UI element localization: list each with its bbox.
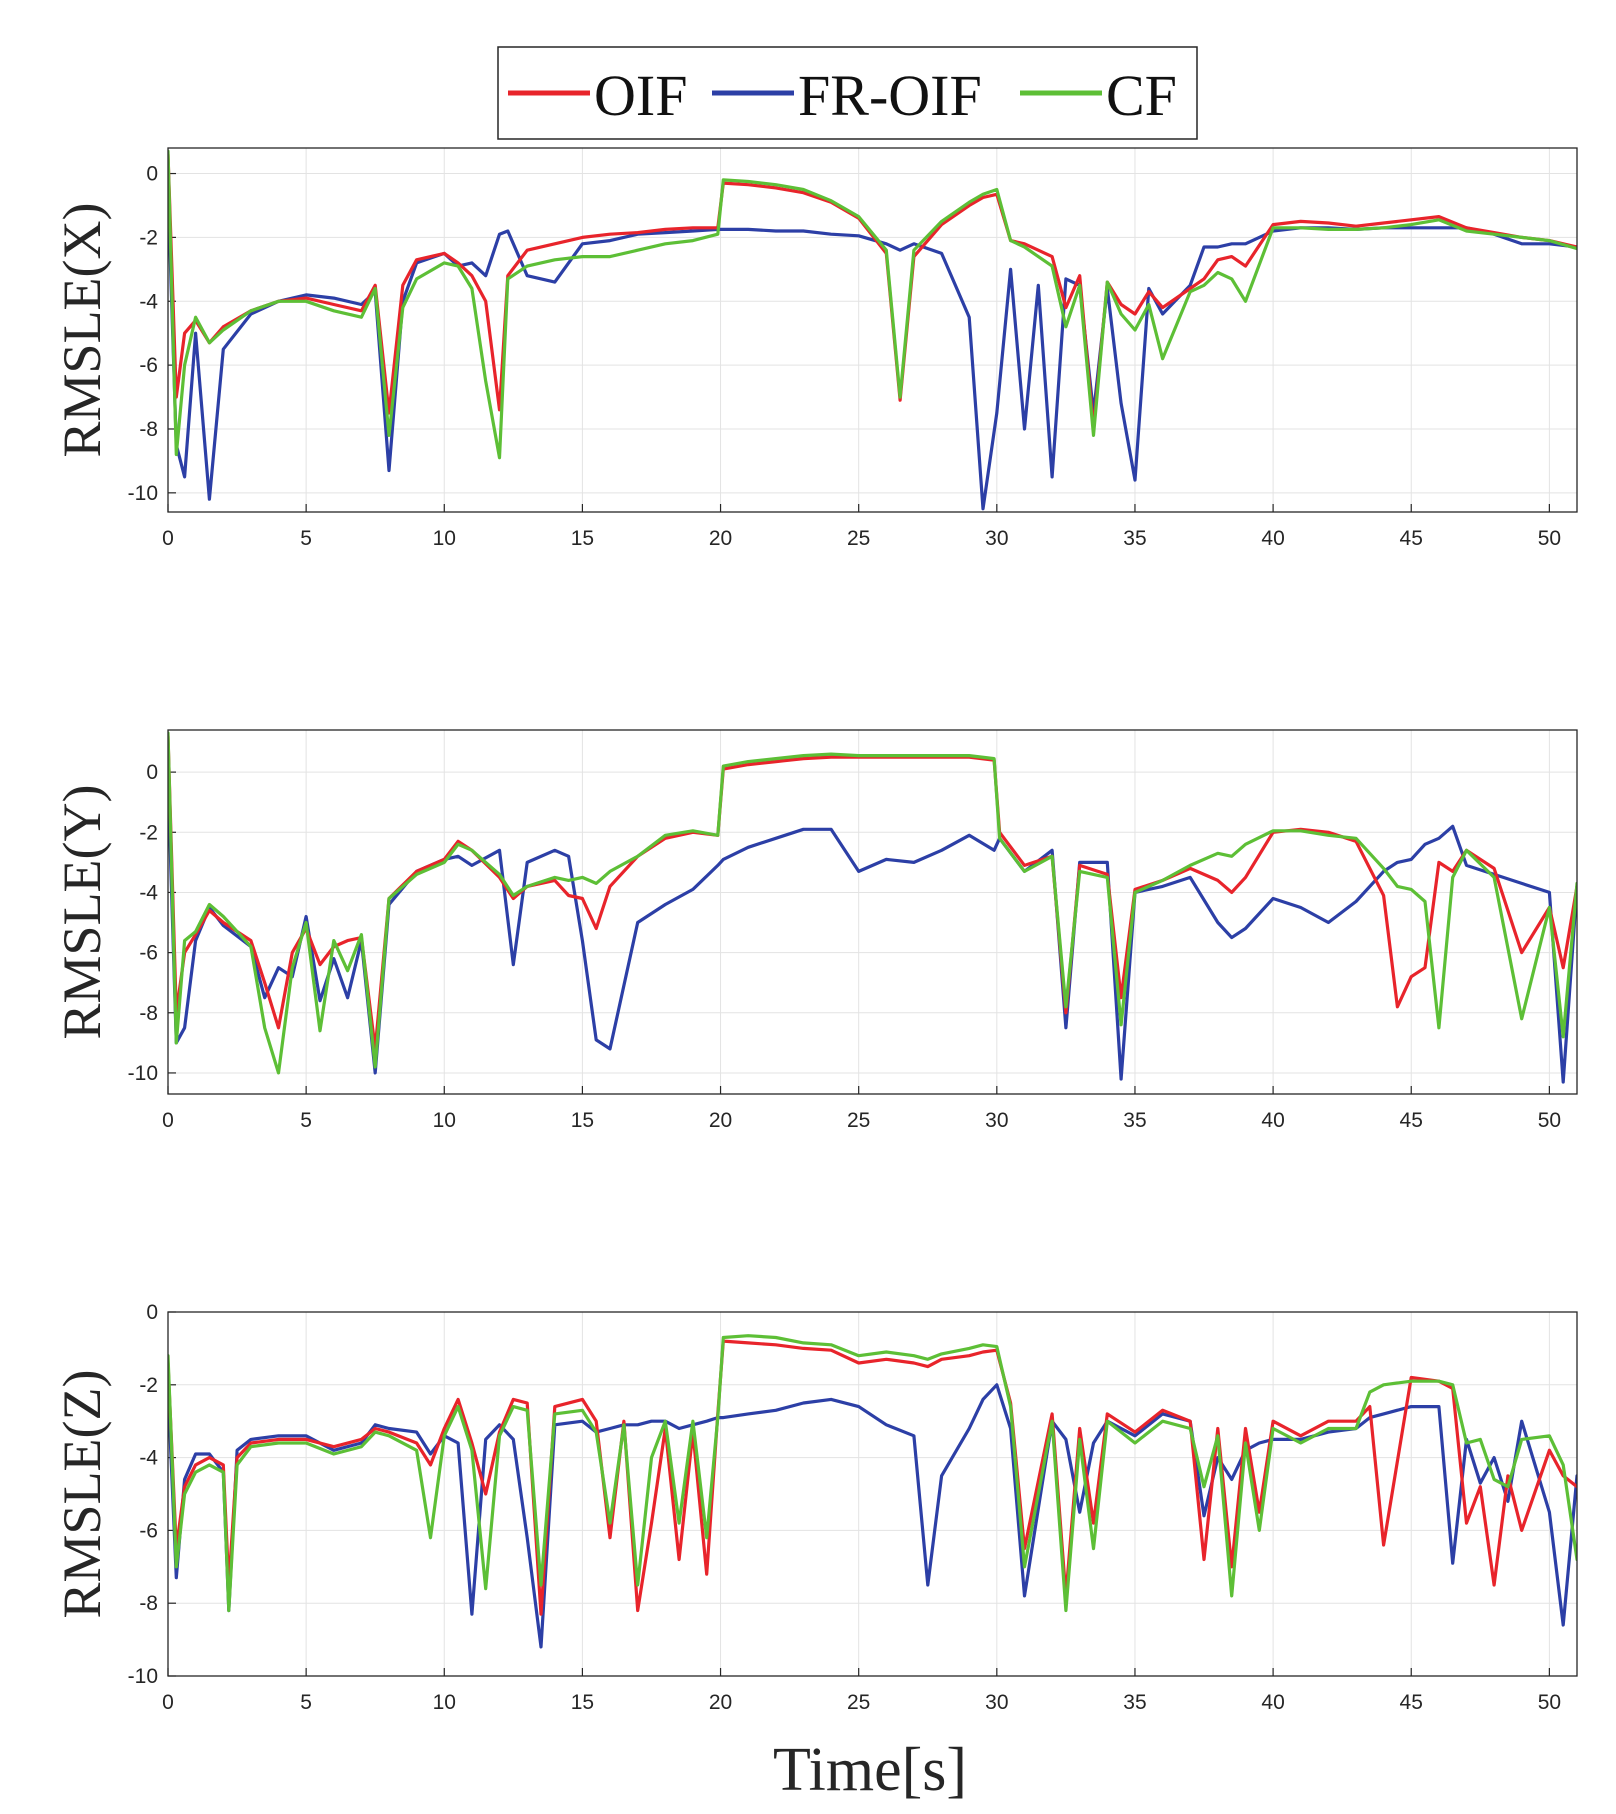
panel-rmsle-x: 0 5 10 15 20 25 30 35 40 45 50 0 -2 -4 -6 -8 -10 RMSLE(X) <box>52 147 1578 550</box>
y-axis-label: RMSLE(X) <box>52 203 112 458</box>
x-tick-label: 10 <box>433 1109 456 1132</box>
series-line-oif <box>168 1339 1577 1616</box>
x-tick-label: 45 <box>1400 1109 1423 1132</box>
series-line-fr-oif <box>168 187 1577 511</box>
y-tick-label: -10 <box>128 482 158 505</box>
x-tick-label: 35 <box>1123 1109 1146 1132</box>
panel-rmsle-z: 0 5 10 15 20 25 30 35 40 45 50 0 -2 -4 -6 -8 -10 RMSLE(Z) <box>52 1301 1578 1714</box>
y-tick-label: -4 <box>139 1447 158 1470</box>
x-tick-label: 50 <box>1538 527 1561 550</box>
x-tick-label: 15 <box>571 527 594 550</box>
x-tick-label: 40 <box>1261 1691 1284 1714</box>
legend: OIF FR-OIF CF <box>497 46 1198 140</box>
x-tick-label: 30 <box>985 1109 1008 1132</box>
series-group <box>168 1334 1577 1649</box>
x-axis-label: Time[s] <box>773 1736 967 1804</box>
x-tick-label: 50 <box>1538 1691 1561 1714</box>
y-tick-label: -6 <box>139 354 158 377</box>
x-tick-label: 30 <box>985 1691 1008 1714</box>
y-tick-label: -6 <box>139 942 158 965</box>
series-line-fr-oif <box>168 1383 1577 1649</box>
y-tick-label: -2 <box>139 226 158 249</box>
y-tick-label: -4 <box>139 290 158 313</box>
legend-label-cf: CF <box>1106 63 1177 128</box>
x-tick-label: 40 <box>1261 1109 1284 1132</box>
series-line-cf <box>168 731 1577 1075</box>
y-tick-label: -4 <box>139 881 158 904</box>
y-tick-label: 0 <box>146 761 158 784</box>
x-tick-label: 0 <box>162 527 174 550</box>
y-tick-label: 0 <box>146 1301 158 1324</box>
x-tick-label: 10 <box>433 1691 456 1714</box>
x-tick-label: 30 <box>985 527 1008 550</box>
x-tick-label: 50 <box>1538 1109 1561 1132</box>
x-tick-label: 20 <box>709 1109 732 1132</box>
x-tick-label: 5 <box>300 1691 312 1714</box>
y-tick-label: -10 <box>128 1062 158 1085</box>
x-tick-label: 35 <box>1123 1691 1146 1714</box>
panel-rmsle-y: 0 5 10 15 20 25 30 35 40 45 50 0 -2 -4 -6 -8 -10 RMSLE(Y) <box>52 729 1578 1132</box>
x-tick-label: 45 <box>1400 1691 1423 1714</box>
x-tick-label: 25 <box>847 1109 870 1132</box>
axes-frame <box>167 147 1578 513</box>
x-tick-label: 15 <box>571 1691 594 1714</box>
x-tick-label: 20 <box>709 527 732 550</box>
x-tick-label: 35 <box>1123 527 1146 550</box>
x-tick-label: 25 <box>847 1691 870 1714</box>
plot-area <box>168 148 1577 512</box>
x-tick-label: 25 <box>847 527 870 550</box>
legend-label-oif: OIF <box>594 63 687 128</box>
x-tick-label: 20 <box>709 1691 732 1714</box>
series-line-cf <box>168 1334 1577 1613</box>
y-axis-label: RMSLE(Z) <box>52 1370 112 1619</box>
y-tick-label: -2 <box>139 821 158 844</box>
axes-frame <box>167 1311 1578 1677</box>
y-tick-label: 0 <box>146 163 158 186</box>
x-tick-label: 0 <box>162 1109 174 1132</box>
axes-frame <box>167 729 1578 1095</box>
y-axis-label: RMSLE(Y) <box>52 785 112 1040</box>
y-tick-label: -6 <box>139 1519 158 1542</box>
x-tick-label: 40 <box>1261 527 1284 550</box>
y-tick-label: -8 <box>139 1592 158 1615</box>
plot-area <box>168 1312 1577 1676</box>
y-tick-label: -8 <box>139 418 158 441</box>
series-group <box>168 149 1577 511</box>
x-tick-label: 15 <box>571 1109 594 1132</box>
y-tick-label: -10 <box>128 1665 158 1688</box>
legend-label-fr-oif: FR-OIF <box>798 63 982 128</box>
x-tick-label: 0 <box>162 1691 174 1714</box>
x-tick-label: 5 <box>300 527 312 550</box>
series-line-cf <box>168 149 1577 460</box>
x-tick-label: 45 <box>1400 527 1423 550</box>
series-line-fr-oif <box>168 776 1577 1084</box>
y-tick-label: -2 <box>139 1374 158 1397</box>
series-group <box>168 731 1577 1084</box>
x-tick-label: 5 <box>300 1109 312 1132</box>
y-tick-label: -8 <box>139 1002 158 1025</box>
x-tick-label: 10 <box>433 527 456 550</box>
